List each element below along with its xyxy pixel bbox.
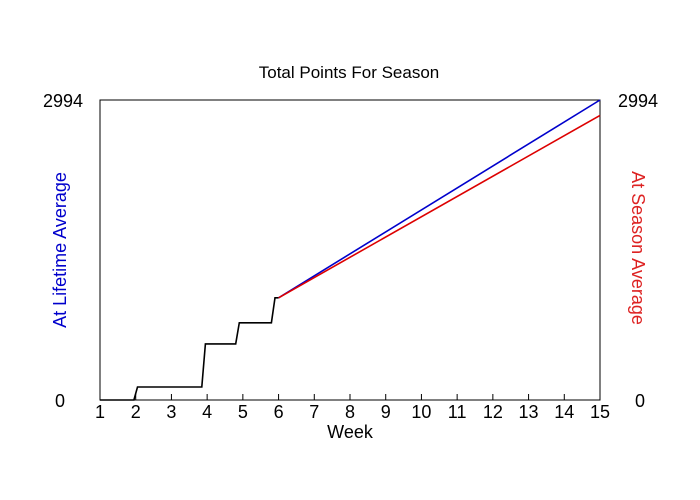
- x-tick-label: 2: [131, 402, 141, 422]
- x-axis-label: Week: [327, 422, 374, 442]
- x-tick-label: 3: [166, 402, 176, 422]
- y-tick-right-max: 2994: [618, 91, 658, 111]
- x-tick-label: 10: [411, 402, 431, 422]
- x-tick-label: 15: [590, 402, 610, 422]
- x-tick-label: 6: [274, 402, 284, 422]
- x-axis: 1 2 3 4 5 6 7 8 9 10 11 12 13 14 15: [95, 394, 610, 422]
- y-tick-right-min: 0: [635, 391, 645, 411]
- y-tick-left-max: 2994: [43, 91, 83, 111]
- x-tick-label: 1: [95, 402, 105, 422]
- x-tick-label: 4: [202, 402, 212, 422]
- series-layer: [100, 99, 601, 401]
- chart-title: Total Points For Season: [259, 63, 439, 82]
- series-line-lifetime-average: [278, 99, 601, 299]
- x-tick-label: 11: [448, 402, 467, 422]
- x-tick-label: 14: [554, 402, 574, 422]
- x-tick-label: 7: [309, 402, 319, 422]
- x-tick-label: 9: [381, 402, 391, 422]
- plot-area: [99, 99, 601, 401]
- y-tick-left-min: 0: [55, 391, 65, 411]
- y-axis-label-right: At Season Average: [628, 171, 648, 325]
- y-axis-label-left: At Lifetime Average: [50, 172, 70, 328]
- x-tick-label: 12: [483, 402, 503, 422]
- x-tick-label: 13: [519, 402, 539, 422]
- series-line-actual: [100, 296, 279, 401]
- x-tick-label: 5: [238, 402, 248, 422]
- x-tick-label: 8: [345, 402, 355, 422]
- series-line-season-average: [278, 114, 601, 299]
